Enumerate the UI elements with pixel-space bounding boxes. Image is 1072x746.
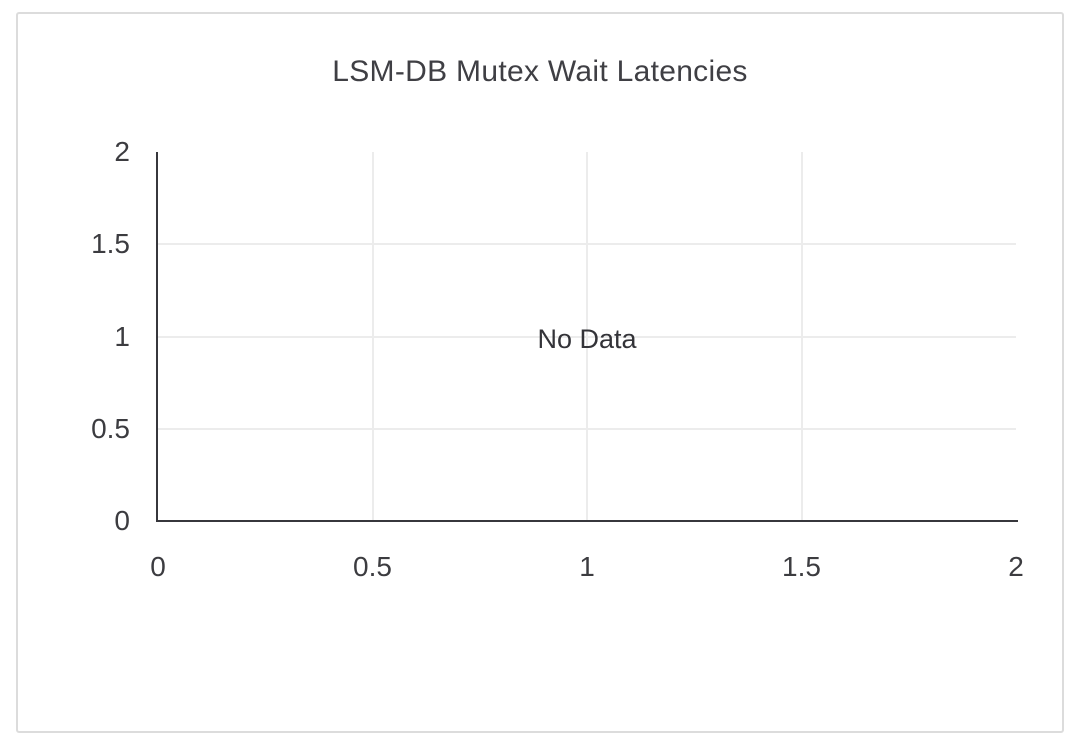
y-tick-label: 0.5 <box>91 412 130 444</box>
x-tick-label: 2 <box>1008 551 1024 582</box>
x-tick-label: 1.5 <box>782 551 821 582</box>
y-tick-label: 0 <box>114 505 130 536</box>
chart-title: LSM-DB Mutex Wait Latencies <box>332 55 748 88</box>
gridline-horizontal <box>158 427 1016 430</box>
x-axis-line <box>156 520 1018 522</box>
y-axis-line <box>156 152 158 522</box>
x-tick-label: 0.5 <box>353 551 392 582</box>
gridline-horizontal <box>158 335 1016 338</box>
chart-card <box>16 12 1064 733</box>
x-tick-label: 1 <box>579 551 595 582</box>
y-tick-label: 1.5 <box>91 228 130 260</box>
y-tick-label: 1 <box>114 320 130 352</box>
no-data-label: No Data <box>537 324 637 354</box>
gridline-horizontal <box>158 243 1016 246</box>
y-tick-label: 2 <box>114 136 130 167</box>
x-tick-label: 0 <box>150 551 166 582</box>
